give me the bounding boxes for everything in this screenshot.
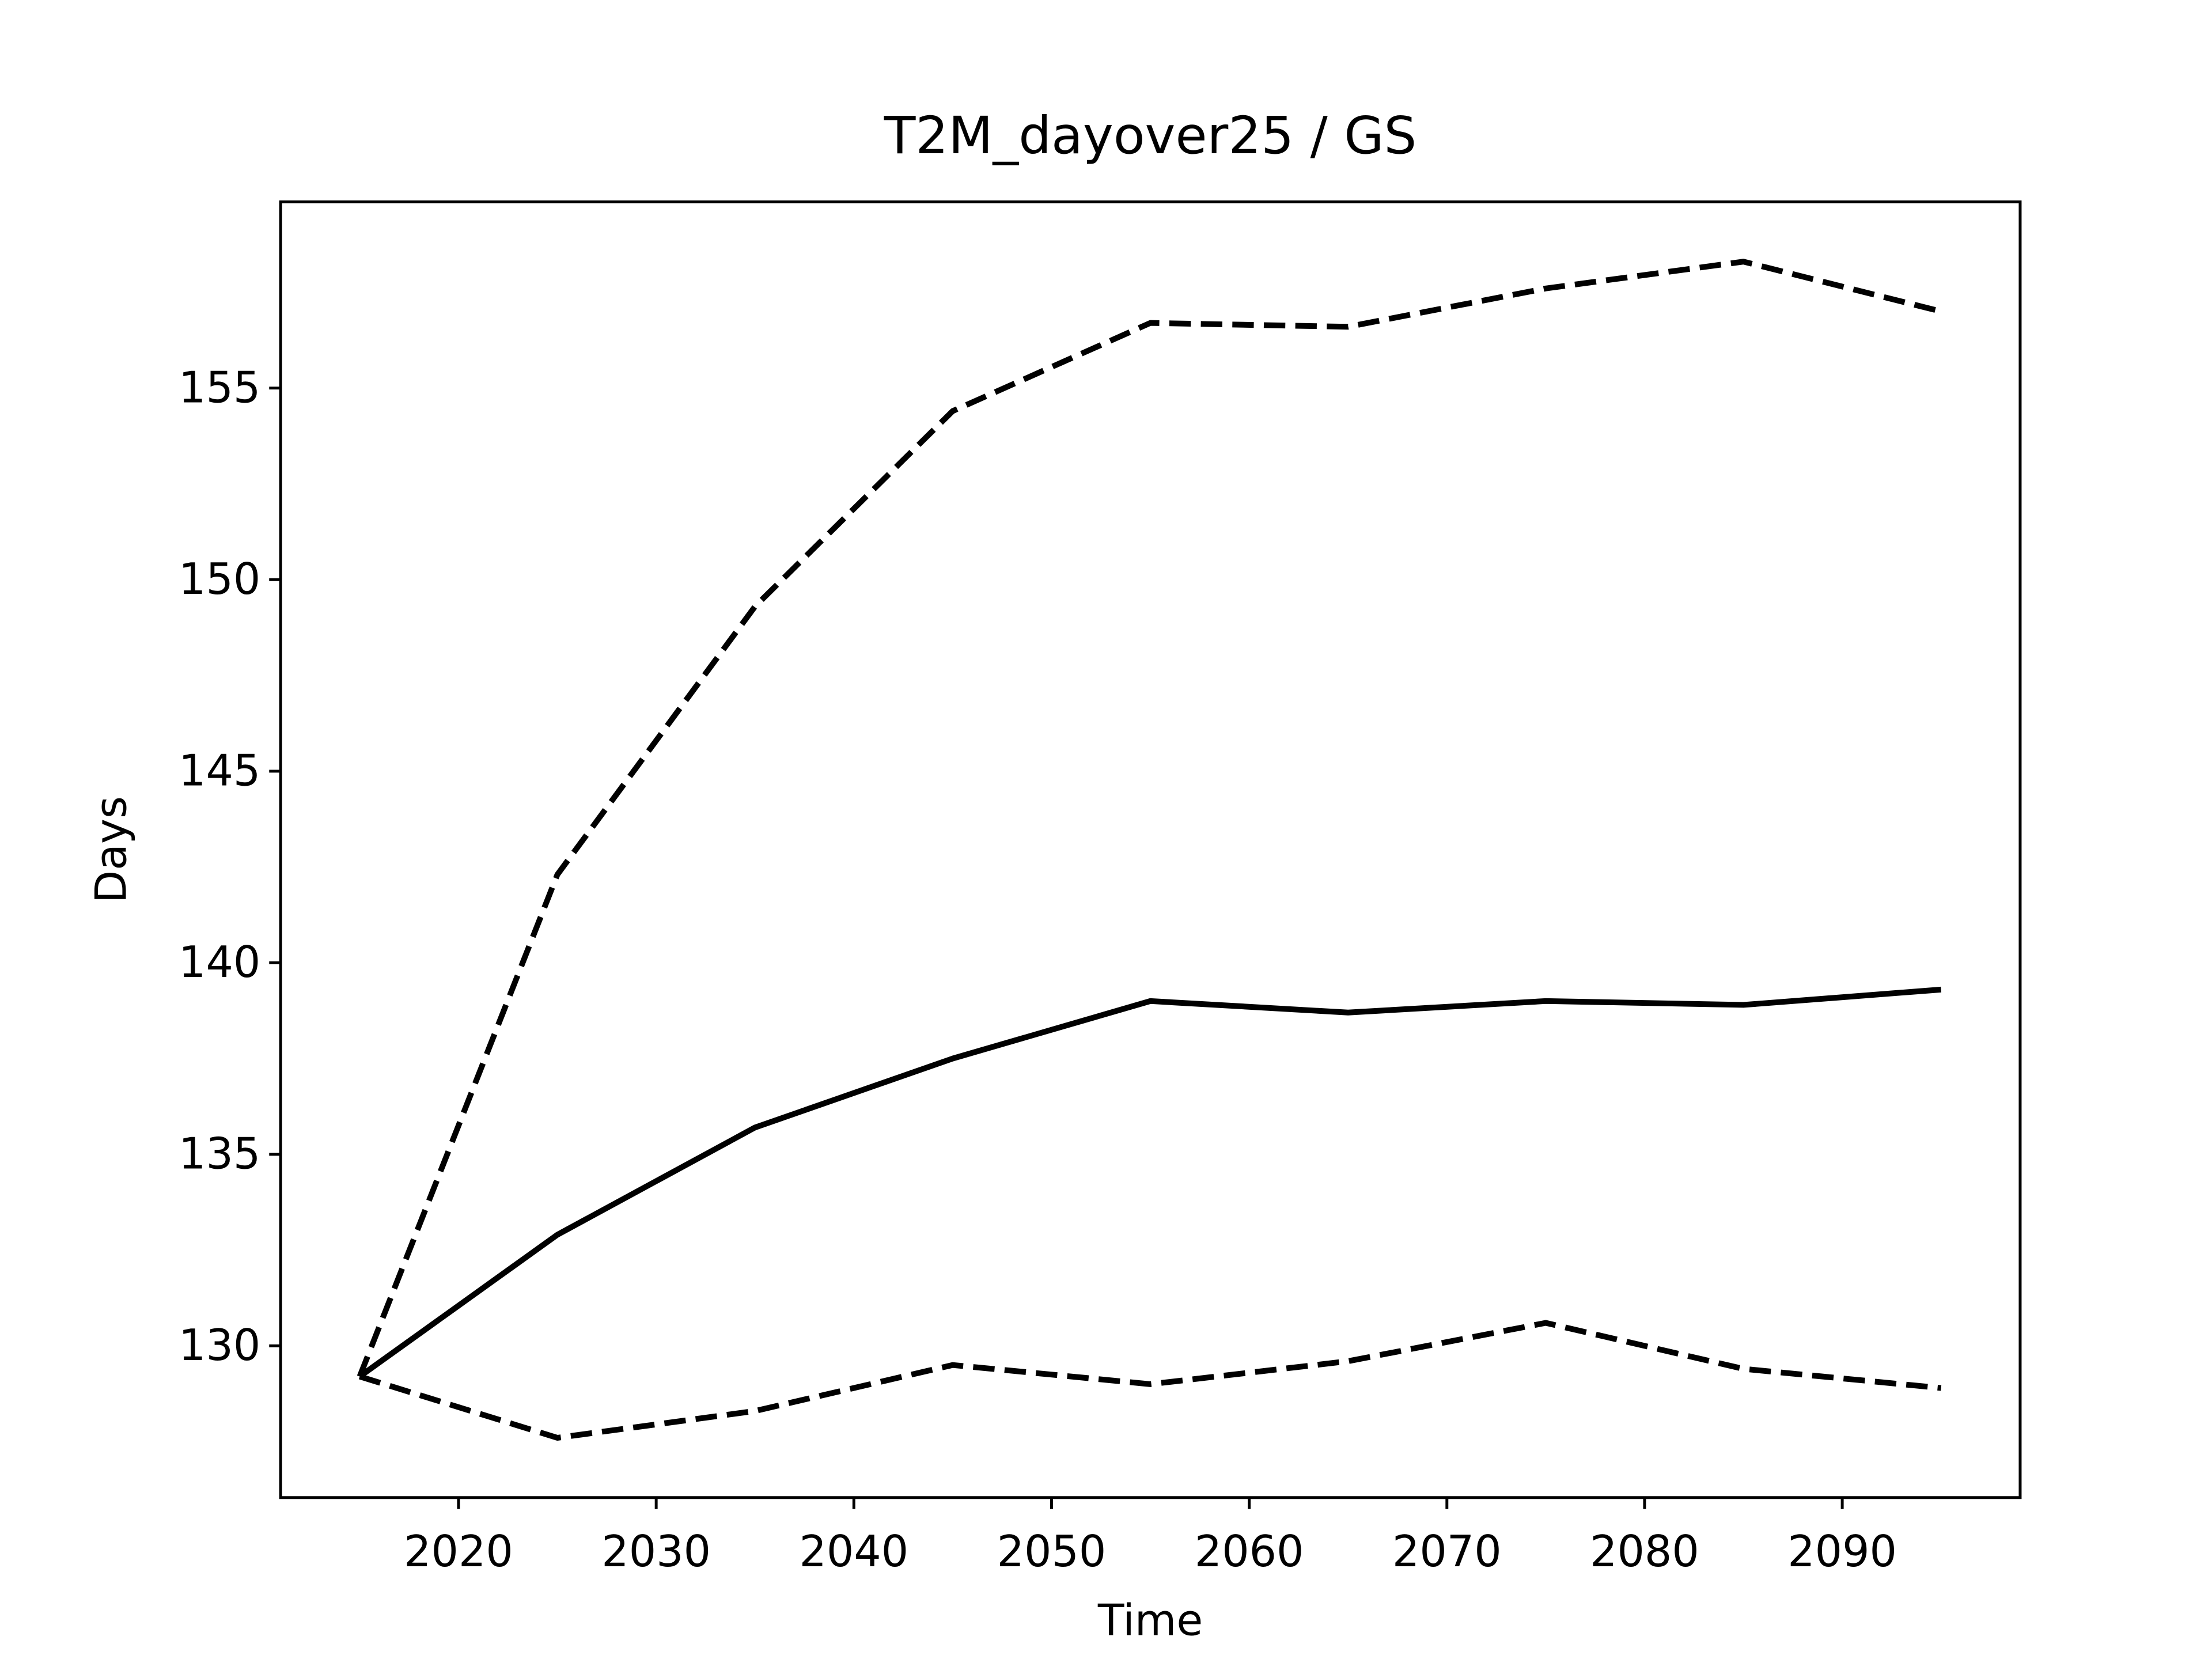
plot-frame [279,200,2022,1499]
x-tick-label: 2070 [1392,1527,1502,1577]
y-tick-label: 135 [179,1129,260,1179]
y-tick-label: 145 [179,746,260,796]
series-line [358,986,1942,1379]
x-tick-label: 2060 [1195,1527,1304,1577]
series-line [357,259,1942,1378]
y-axis-label: Days [86,796,137,903]
y-tick-label: 155 [179,363,260,413]
chart-title: T2M_dayover25 / GS [884,106,1417,166]
x-tick-label: 2020 [404,1527,513,1577]
y-tick-label: 150 [179,554,260,604]
x-axis-label: Time [1097,1595,1203,1645]
y-tick-label: 130 [179,1320,260,1370]
x-tick-label: 2080 [1590,1527,1699,1577]
x-tick-label: 2050 [997,1527,1107,1577]
x-tick-label: 2030 [601,1527,711,1577]
y-tick-label: 140 [179,937,260,987]
x-tick-label: 2090 [1787,1527,1897,1577]
series-line [358,1320,1942,1441]
x-tick-label: 2040 [799,1527,908,1577]
